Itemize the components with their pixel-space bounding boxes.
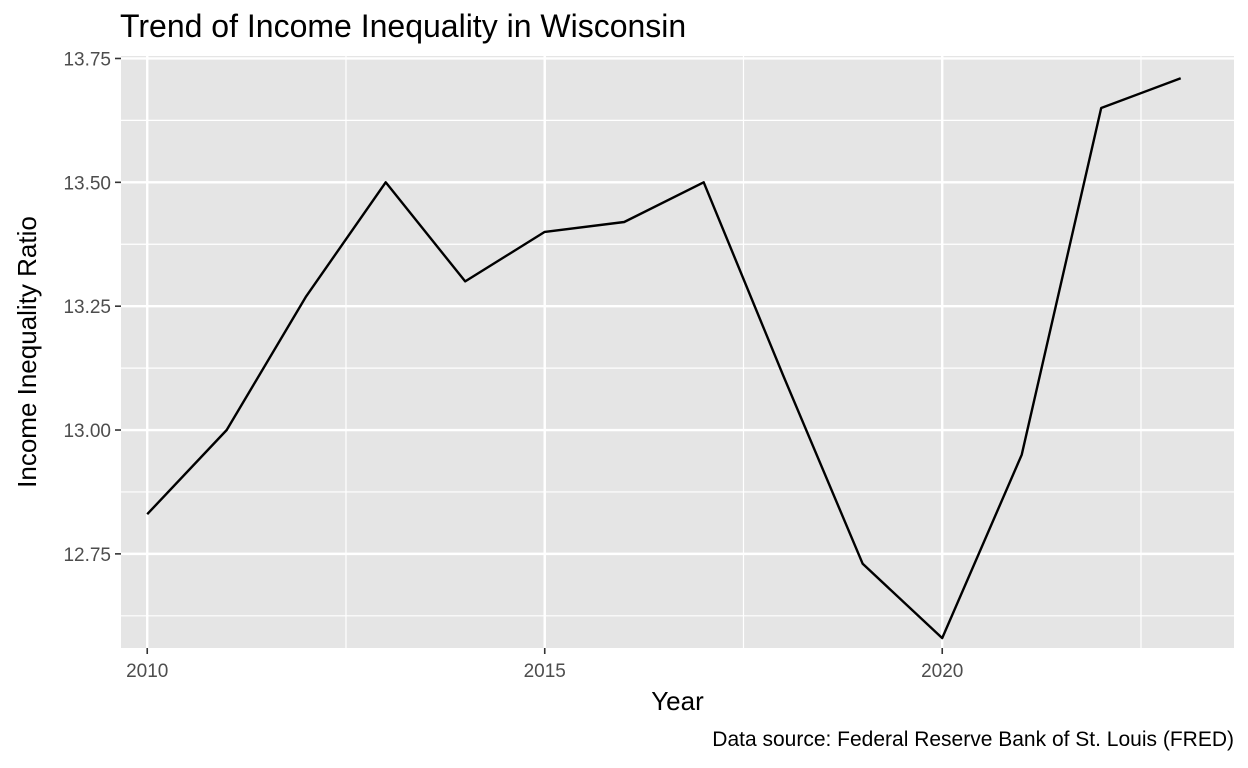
y-axis-ticks: 12.75 13.00 13.25 13.50 13.75 [63, 49, 121, 566]
y-tick-label: 13.75 [63, 49, 111, 70]
major-gridlines [121, 56, 1234, 648]
x-tick-label: 2020 [921, 661, 963, 682]
y-tick-label: 13.50 [63, 173, 111, 194]
plot-panel [121, 56, 1234, 648]
x-axis-title: Year [651, 686, 704, 716]
series-line [146, 77, 1182, 640]
minor-gridlines [121, 56, 1234, 648]
y-axis-title: Income Inequality Ratio [12, 216, 42, 488]
x-tick-label: 2010 [126, 661, 168, 682]
y-tick-label: 12.75 [63, 545, 111, 566]
x-tick-label: 2015 [524, 661, 566, 682]
chart-caption: Data source: Federal Reserve Bank of St.… [712, 728, 1234, 751]
x-axis-ticks: 2010 2015 2020 [126, 648, 963, 682]
y-tick-label: 13.00 [63, 421, 111, 442]
chart-title: Trend of Income Inequality in Wisconsin [120, 8, 687, 44]
y-tick-label: 13.25 [63, 297, 111, 318]
